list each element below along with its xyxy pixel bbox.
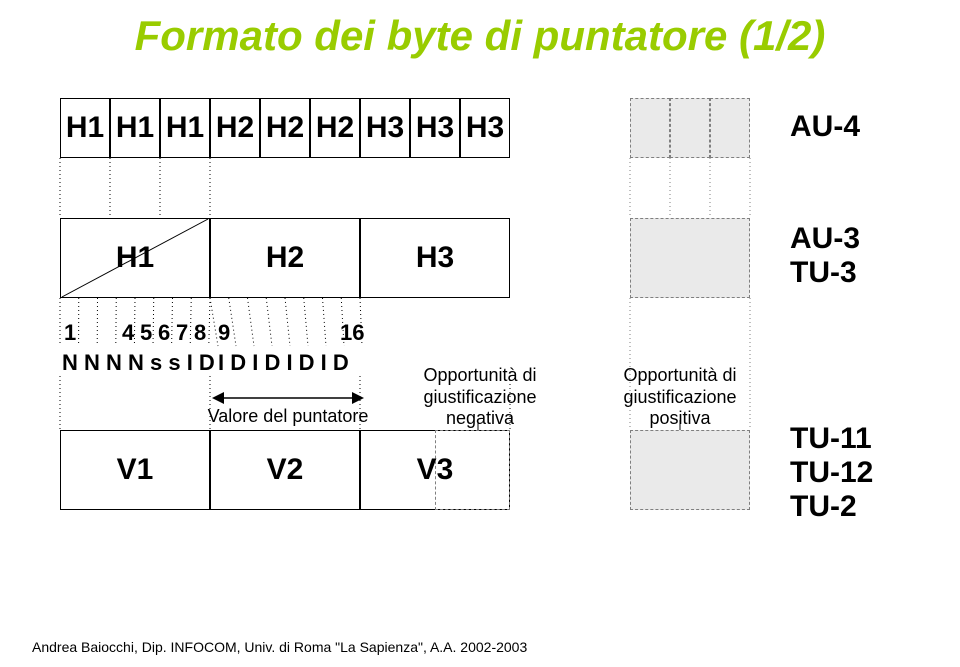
cell-h2: H2 — [260, 98, 310, 158]
stuffing-cell — [630, 218, 750, 298]
row-au3-tu3: H1H2H3 — [60, 218, 510, 298]
row3-stuffing — [630, 430, 750, 510]
pointer-value-label: Valore del puntatore — [198, 406, 378, 428]
cell-h1: H1 — [160, 98, 210, 158]
label-line: TU-11 — [790, 422, 873, 456]
stuffing-cell — [630, 98, 670, 158]
cell-h2: H2 — [310, 98, 360, 158]
cell-h2: H2 — [210, 218, 360, 298]
bit-labels-byte1: N N N N s s I D — [62, 350, 215, 376]
cell-h3: H3 — [360, 98, 410, 158]
stuffing-cell — [670, 98, 710, 158]
tick-4: 4 — [122, 320, 134, 346]
label-line: TU-2 — [790, 490, 873, 524]
stuffing-cell — [630, 430, 750, 510]
label-au3-tu3: AU-3TU-3 — [790, 222, 860, 290]
cell-h3: H3 — [410, 98, 460, 158]
label-line: AU-3 — [790, 222, 860, 256]
stuffing-cell — [710, 98, 750, 158]
tick-7: 7 — [176, 320, 188, 346]
title-fill: Formato dei byte di puntatore (1/2) — [135, 12, 826, 59]
neg-opportunity-box — [435, 430, 510, 510]
row2-stuffing — [630, 218, 750, 298]
neg-justification-label: Opportunità digiustificazionenegativa — [400, 365, 560, 430]
cell-h1: H1 — [60, 218, 210, 298]
cell-h1: H1 — [60, 98, 110, 158]
cell-h2: H2 — [210, 98, 260, 158]
label-line: TU-3 — [790, 256, 860, 290]
tick-5: 5 — [140, 320, 152, 346]
label-line: TU-12 — [790, 456, 873, 490]
tick-16: 16 — [340, 320, 364, 346]
tick-9: 9 — [218, 320, 230, 346]
tick-1: 1 — [64, 320, 76, 346]
cell-h1: H1 — [110, 98, 160, 158]
tick-8: 8 — [194, 320, 206, 346]
tick-6: 6 — [158, 320, 170, 346]
cell-h3: H3 — [360, 218, 510, 298]
row-au4: H1H1H1H2H2H2H3H3H3 — [60, 98, 510, 158]
label-tu11-tu12-tu2: TU-11TU-12TU-2 — [790, 422, 873, 524]
cell-v1: V1 — [60, 430, 210, 510]
slide-title: Formato dei byte di puntatore (1/2) Form… — [0, 12, 960, 60]
pos-justification-label: Opportunità digiustificazionepositiva — [600, 365, 760, 430]
row1-stuffing — [630, 98, 750, 158]
label-au4: AU-4 — [790, 110, 860, 144]
slide-footer: Andrea Baiocchi, Dip. INFOCOM, Univ. di … — [32, 639, 527, 655]
bit-labels-byte2: I D I D I D I D — [218, 350, 349, 376]
cell-h3: H3 — [460, 98, 510, 158]
cell-v2: V2 — [210, 430, 360, 510]
